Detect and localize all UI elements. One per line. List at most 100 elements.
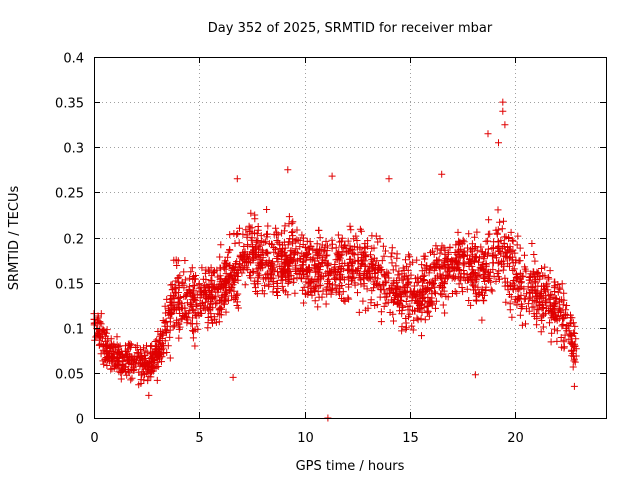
- data-point: [546, 267, 554, 275]
- data-point: [558, 280, 566, 288]
- data-point: [189, 327, 196, 335]
- data-point: [307, 279, 314, 287]
- data-point: [402, 325, 410, 333]
- data-point: [506, 291, 513, 298]
- data-point: [139, 363, 147, 371]
- data-point: [218, 296, 226, 304]
- data-point: [268, 271, 276, 279]
- data-point: [169, 306, 177, 313]
- data-points-layer: [90, 98, 580, 422]
- data-point: [538, 295, 546, 303]
- data-point: [209, 282, 217, 290]
- data-point: [231, 239, 239, 247]
- data-point: [427, 298, 435, 306]
- data-point: [444, 274, 452, 282]
- data-point: [509, 285, 517, 293]
- y-tick-label: 0.25: [55, 187, 84, 202]
- data-point: [441, 309, 449, 317]
- data-point: [282, 288, 290, 296]
- data-point: [240, 262, 248, 270]
- data-point: [521, 251, 528, 259]
- data-point: [477, 263, 485, 271]
- data-point: [523, 290, 530, 298]
- data-point: [413, 256, 421, 264]
- data-point: [389, 266, 397, 274]
- data-point: [218, 291, 226, 299]
- data-point: [546, 319, 553, 327]
- data-point: [334, 231, 342, 239]
- data-point: [477, 248, 485, 256]
- data-point: [409, 258, 417, 266]
- data-point: [403, 283, 411, 291]
- data-point: [315, 268, 323, 276]
- data-point: [571, 358, 579, 366]
- data-point: [263, 230, 270, 238]
- data-point: [437, 290, 445, 298]
- data-point: [226, 246, 234, 254]
- data-point: [200, 304, 208, 312]
- data-point: [262, 275, 270, 283]
- data-point: [234, 290, 242, 298]
- data-point: [94, 319, 102, 326]
- data-point: [552, 315, 560, 323]
- data-point: [500, 252, 508, 260]
- data-point: [352, 232, 360, 240]
- data-point: [193, 320, 201, 328]
- data-point: [246, 272, 253, 280]
- data-point: [153, 336, 161, 344]
- data-point: [338, 295, 346, 302]
- data-point: [495, 139, 502, 147]
- data-point: [280, 238, 288, 246]
- data-point: [102, 348, 110, 356]
- data-point: [551, 325, 558, 333]
- data-point: [381, 272, 388, 280]
- data-point: [381, 293, 389, 301]
- data-point: [479, 260, 487, 268]
- data-point: [455, 280, 463, 288]
- data-point: [392, 262, 400, 270]
- data-point: [414, 316, 422, 324]
- data-point: [406, 253, 414, 261]
- data-point: [298, 275, 305, 283]
- data-point: [257, 260, 265, 268]
- data-point: [236, 224, 243, 232]
- data-point: [419, 277, 427, 285]
- data-point: [229, 373, 237, 381]
- data-point: [538, 304, 546, 312]
- data-point: [351, 281, 359, 289]
- data-point: [285, 220, 293, 228]
- data-point: [506, 306, 514, 314]
- data-point: [169, 285, 177, 293]
- data-point: [300, 299, 308, 307]
- data-point: [255, 261, 263, 269]
- data-point: [222, 260, 230, 268]
- data-point: [502, 298, 510, 306]
- data-point: [113, 360, 121, 368]
- data-point: [328, 244, 336, 252]
- data-point: [98, 330, 106, 338]
- data-point: [420, 294, 428, 302]
- data-point: [302, 248, 310, 256]
- data-point: [541, 263, 549, 271]
- data-point: [325, 280, 333, 287]
- data-point: [360, 280, 368, 288]
- y-tick-label: 0.2: [63, 233, 84, 248]
- data-point: [398, 310, 406, 318]
- data-point: [356, 225, 364, 233]
- data-point: [184, 316, 192, 324]
- data-point: [484, 237, 492, 245]
- data-point: [165, 311, 173, 319]
- data-point: [513, 273, 521, 281]
- data-point: [304, 291, 312, 298]
- data-point: [526, 289, 534, 296]
- data-point: [300, 283, 308, 291]
- data-point: [284, 166, 292, 174]
- data-point: [413, 299, 421, 307]
- data-point: [550, 278, 558, 286]
- data-point: [521, 263, 529, 271]
- data-point: [377, 308, 385, 316]
- data-point: [221, 277, 229, 285]
- data-point: [323, 283, 331, 291]
- data-point: [207, 276, 215, 284]
- data-point: [396, 299, 404, 307]
